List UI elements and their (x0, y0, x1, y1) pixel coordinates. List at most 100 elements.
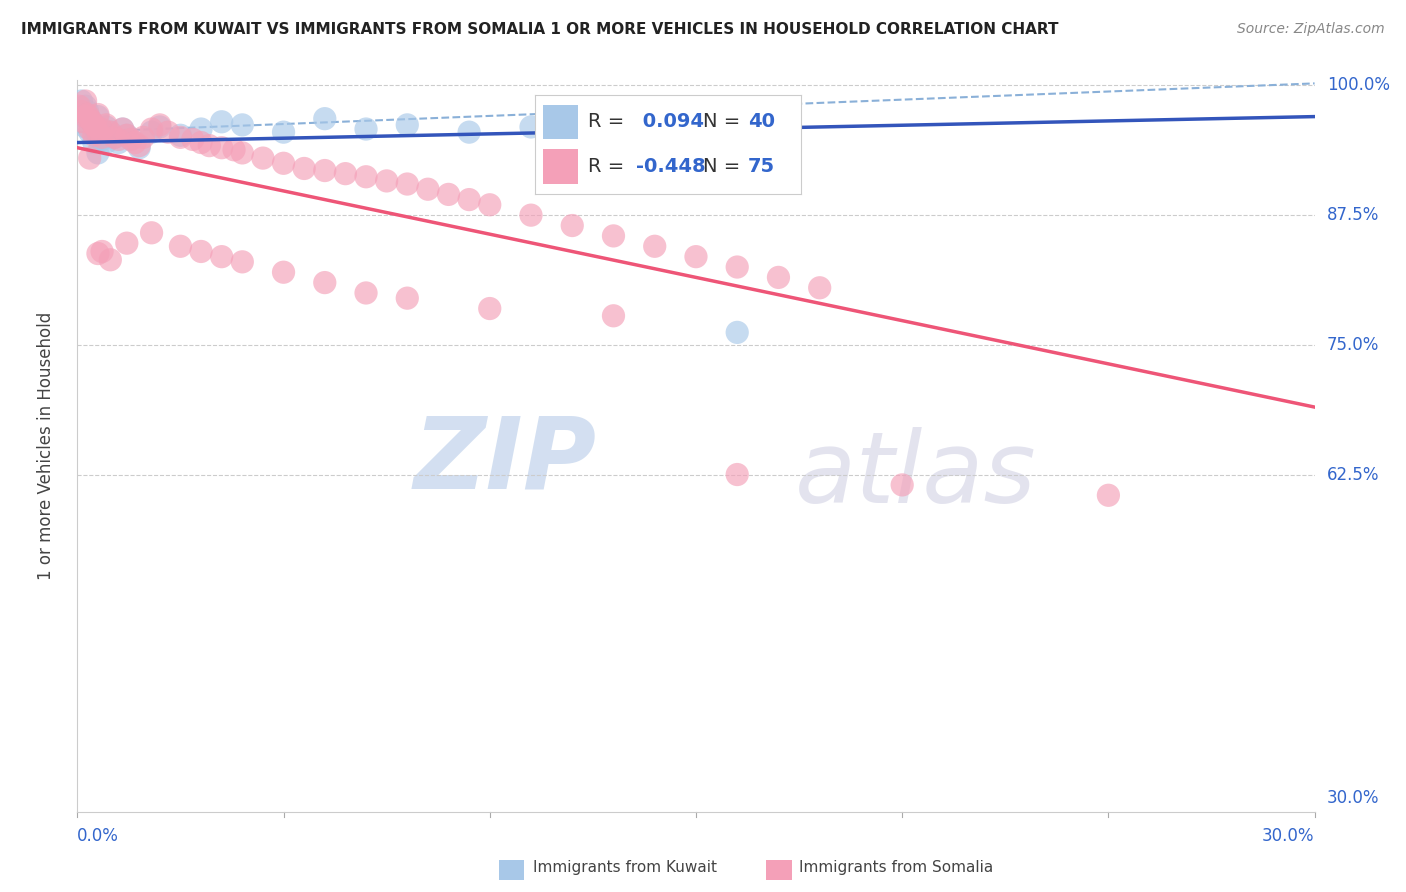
Point (75, 120, 97, 134)
Point (520, 208, 543, 222)
Point (79, 151, 101, 165)
Point (211, 115, 233, 129)
Point (67, 99, 90, 113)
Point (91, 132, 114, 146)
Point (396, 177, 419, 191)
Point (98, 125, 121, 139)
Point (76, 107, 98, 121)
Point (79, 125, 101, 139)
Point (478, 198, 501, 212)
Point (107, 136, 129, 150)
Point (725, 467, 748, 482)
Point (91, 122, 114, 136)
Point (79, 122, 101, 136)
Point (582, 125, 605, 139)
Point (181, 132, 204, 146)
Point (891, 478, 914, 492)
Point (87, 145, 110, 160)
Point (211, 250, 233, 264)
Point (768, 270, 790, 285)
Point (478, 301, 501, 316)
Point (314, 276, 336, 290)
Point (644, 239, 666, 253)
Point (725, 326, 748, 340)
Text: Immigrants from Kuwait: Immigrants from Kuwait (533, 860, 717, 874)
Point (83, 120, 105, 134)
Point (80, 115, 103, 129)
Point (87, 130, 110, 145)
Point (72, 110, 94, 124)
Text: Immigrants from Somalia: Immigrants from Somalia (799, 860, 993, 874)
Point (190, 122, 212, 136)
Point (96, 118, 118, 132)
Text: IMMIGRANTS FROM KUWAIT VS IMMIGRANTS FROM SOMALIA 1 OR MORE VEHICLES IN HOUSEHOL: IMMIGRANTS FROM KUWAIT VS IMMIGRANTS FRO… (21, 22, 1059, 37)
Point (292, 161, 315, 176)
Point (169, 239, 191, 253)
Text: 75.0%: 75.0% (1327, 336, 1379, 354)
Point (273, 156, 295, 170)
Point (354, 169, 377, 184)
Point (375, 174, 398, 188)
Point (79, 112, 101, 126)
Point (83, 118, 105, 132)
Point (83, 136, 105, 150)
Point (335, 167, 357, 181)
Point (115, 236, 138, 251)
Point (561, 219, 583, 233)
Point (87, 246, 110, 260)
Text: Source: ZipAtlas.com: Source: ZipAtlas.com (1237, 22, 1385, 37)
Point (149, 120, 172, 134)
Point (79, 112, 101, 126)
Point (70, 104, 93, 119)
Point (354, 285, 377, 300)
Point (98, 252, 121, 267)
Point (128, 138, 150, 153)
Point (396, 291, 419, 305)
Point (273, 125, 295, 139)
Point (70, 94, 93, 108)
Point (75, 99, 97, 113)
Point (120, 132, 142, 146)
Point (685, 250, 707, 264)
Point (132, 130, 155, 145)
Point (91, 244, 114, 259)
Point (416, 182, 439, 196)
Point (91, 125, 114, 139)
Text: 30.0%: 30.0% (1327, 789, 1379, 806)
Point (111, 122, 134, 136)
Point (252, 151, 274, 165)
Point (149, 118, 172, 132)
Point (111, 122, 134, 136)
Point (96, 120, 118, 134)
Point (75, 94, 97, 108)
Point (169, 128, 191, 143)
Point (83, 128, 105, 143)
Text: 30.0%: 30.0% (1263, 827, 1315, 846)
Point (87, 110, 110, 124)
Point (211, 141, 233, 155)
Text: 100.0%: 100.0% (1327, 77, 1391, 95)
Point (437, 187, 460, 202)
Point (1097, 488, 1119, 502)
Point (602, 228, 624, 243)
Point (314, 163, 336, 178)
Point (124, 136, 146, 150)
Point (103, 130, 125, 145)
Point (107, 132, 129, 146)
Point (231, 255, 253, 269)
Point (725, 260, 748, 274)
Point (69, 104, 91, 119)
Point (87, 107, 110, 121)
Point (76, 104, 98, 119)
Point (231, 118, 253, 132)
Point (169, 130, 191, 145)
Text: ZIP: ZIP (413, 412, 598, 509)
Point (91, 130, 114, 145)
Point (98, 125, 121, 139)
Point (198, 138, 221, 153)
Point (115, 128, 138, 143)
Point (273, 265, 295, 279)
Point (128, 141, 150, 155)
Text: 62.5%: 62.5% (1327, 466, 1379, 483)
Point (354, 122, 377, 136)
